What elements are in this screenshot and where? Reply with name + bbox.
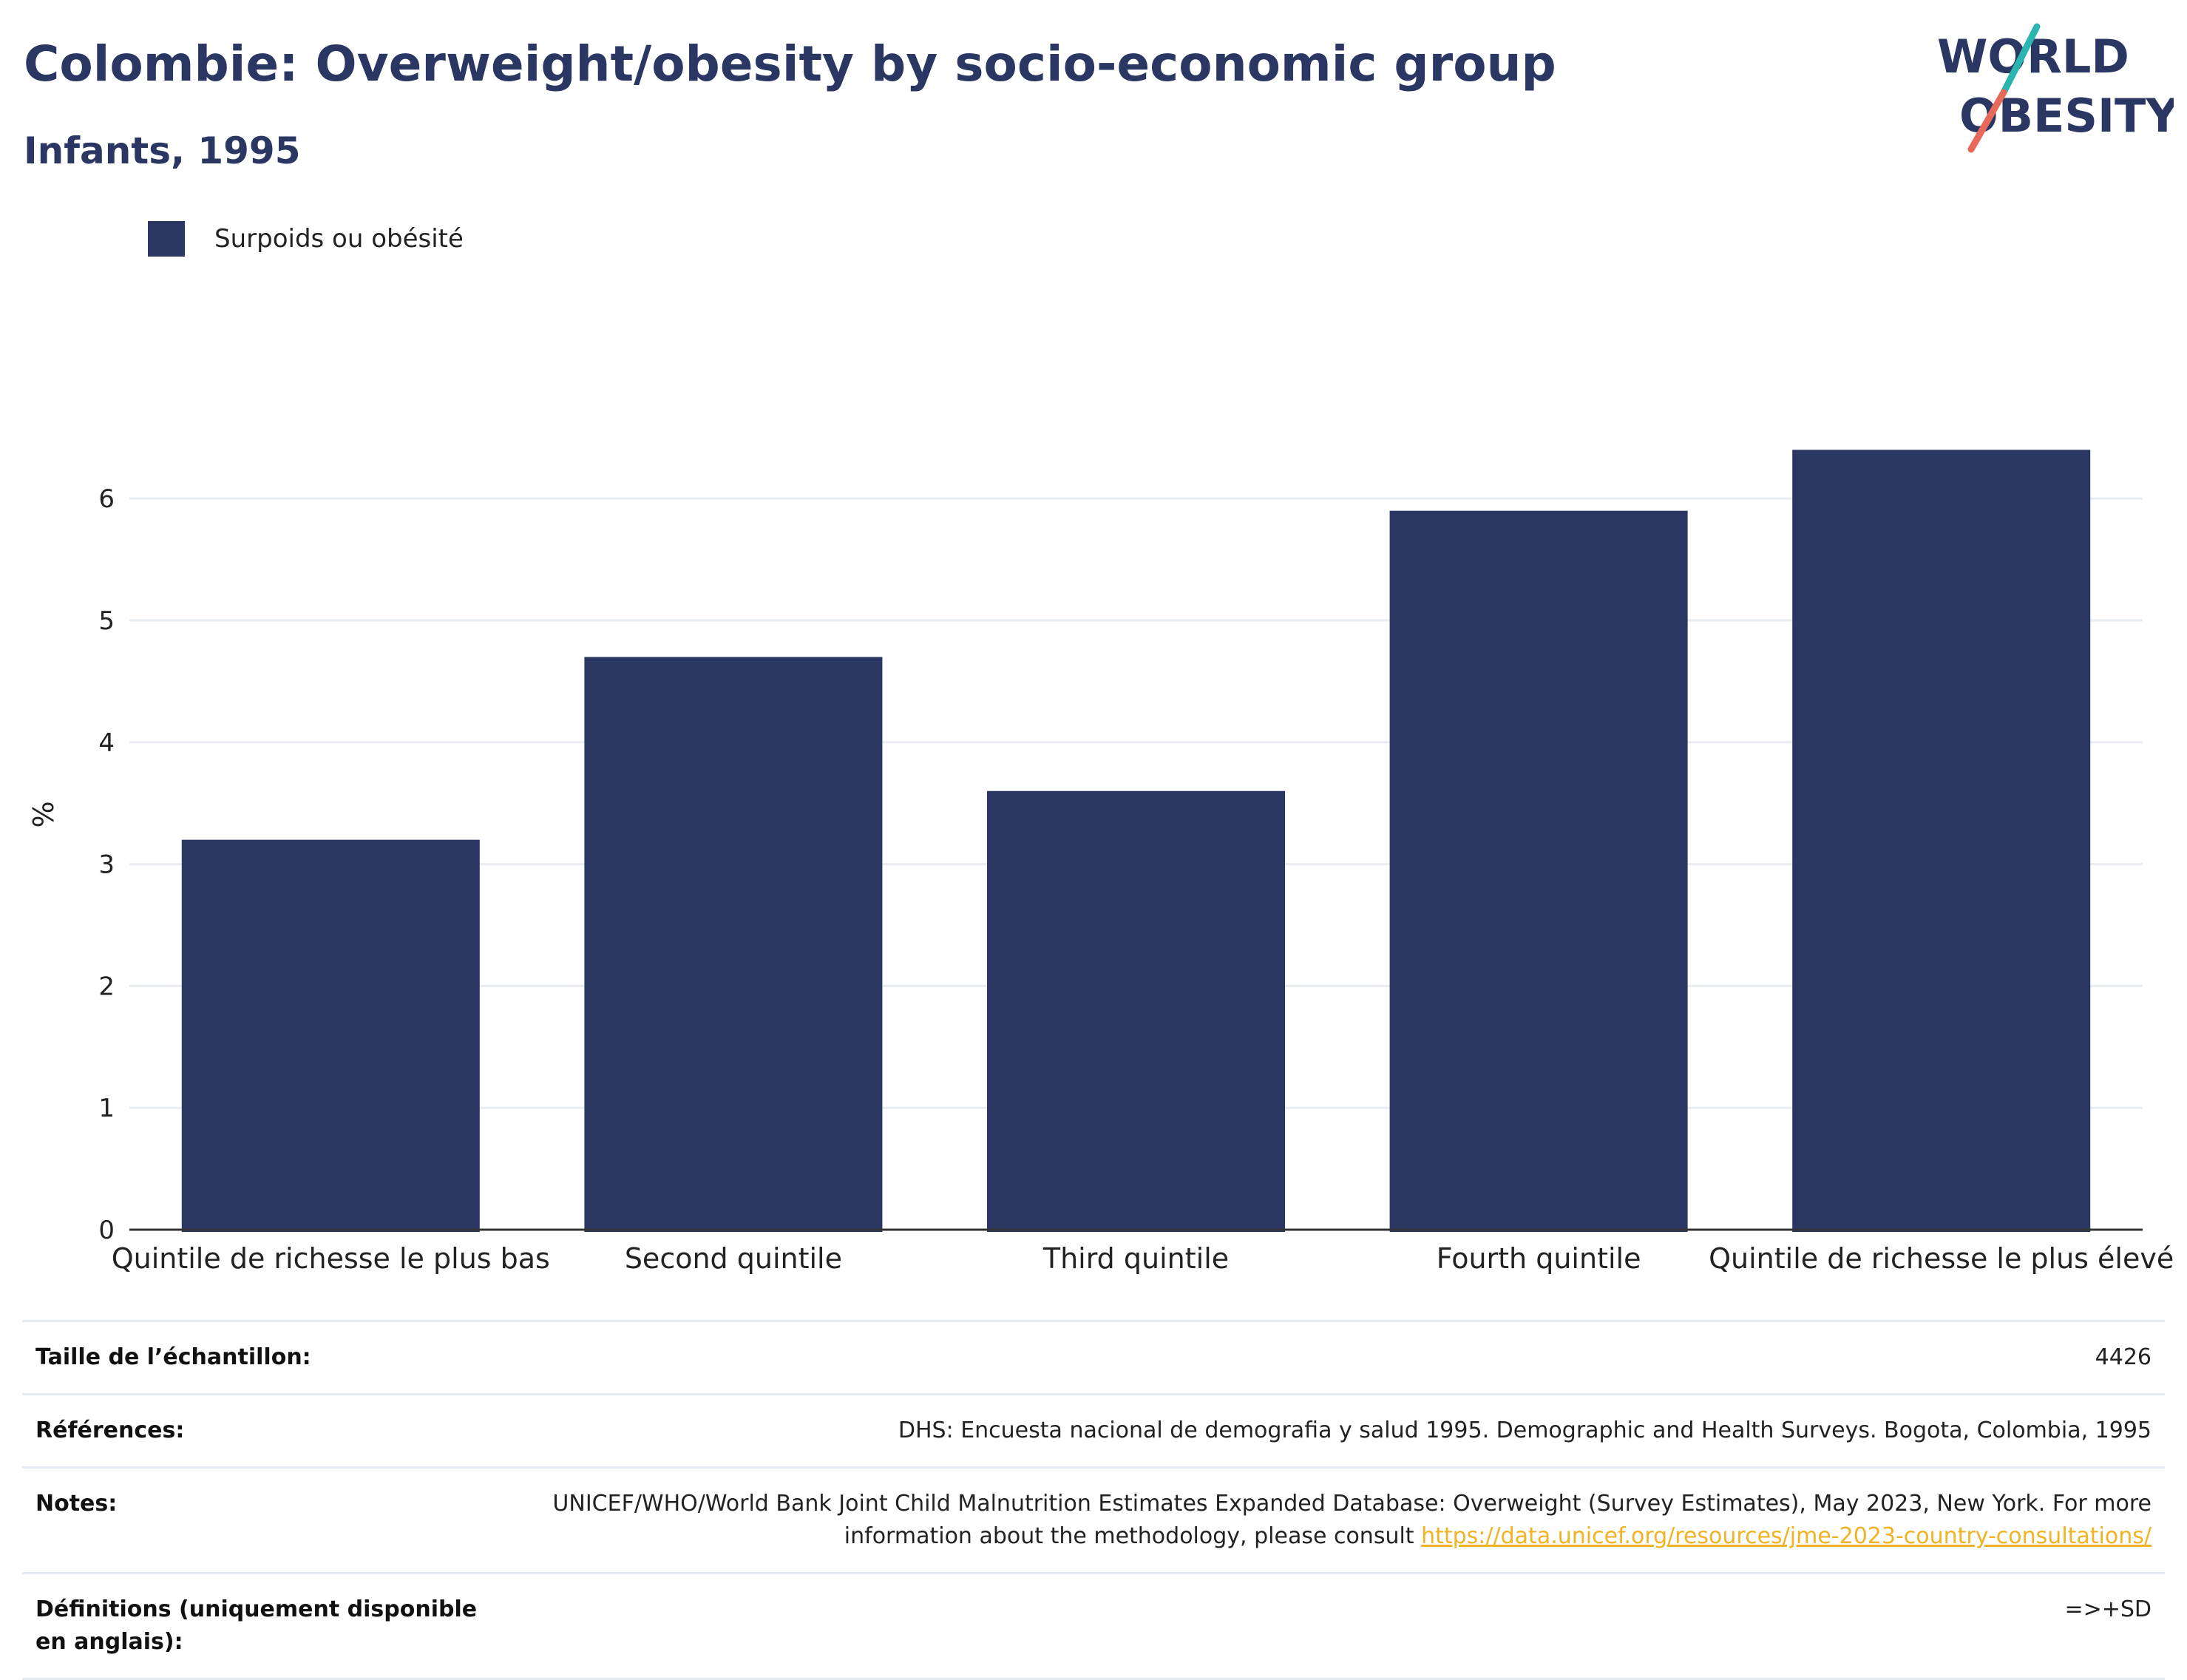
logo-line2: OBESITY <box>1959 89 2174 143</box>
info-row-references: Références: DHS: Encuesta nacional de de… <box>22 1394 2165 1468</box>
bar <box>1792 450 2091 1232</box>
definitions-value: =>+SD <box>2064 1596 2152 1622</box>
notes-value: UNICEF/WHO/World Bank Joint Child Malnut… <box>522 1468 2165 1574</box>
y-tick-label: 6 <box>98 484 115 514</box>
chart-title: Colombie: Overweight/obesity by socio-ec… <box>24 35 1556 92</box>
y-tick-label: 3 <box>98 850 115 880</box>
references-value: DHS: Encuesta nacional de demografia y s… <box>898 1418 2152 1443</box>
sample-size-label: Taille de l’échantillon: <box>35 1344 311 1370</box>
bar <box>986 790 1286 1232</box>
methodology-link[interactable]: https://data.unicef.org/resources/jme-20… <box>1421 1523 2152 1549</box>
bar <box>584 657 883 1232</box>
x-category-label: Quintile de richesse le plus élevé <box>1709 1242 2174 1275</box>
y-tick-label: 1 <box>98 1094 115 1123</box>
x-category-label: Fourth quintile <box>1437 1242 1641 1275</box>
bar <box>1389 510 1688 1232</box>
x-category-label: Third quintile <box>1042 1242 1229 1275</box>
y-tick-label: 2 <box>98 972 115 1001</box>
y-tick-label: 0 <box>98 1216 115 1245</box>
notes-label: Notes: <box>35 1491 118 1517</box>
legend-swatch <box>148 221 185 257</box>
x-category-label: Quintile de richesse le plus bas <box>112 1242 550 1275</box>
bar-chart: 0 1 2 3 4 5 6% Quintile de richesse le plus bas… <box>27 450 2174 1275</box>
info-row-notes: Notes: UNICEF/WHO/World Bank Joint Child… <box>22 1467 2165 1574</box>
references-label: Références: <box>35 1418 185 1443</box>
x-category-label: Second quintile <box>625 1242 842 1275</box>
world-obesity-logo: WORLD OBESITY <box>1937 23 2174 153</box>
definitions-label: Définitions (uniquement disponible en an… <box>35 1596 478 1655</box>
y-tick-label: 5 <box>98 606 115 636</box>
notes-text: UNICEF/WHO/World Bank Joint Child Malnut… <box>552 1491 2152 1549</box>
bar <box>181 839 480 1232</box>
y-axis-label: % <box>27 801 60 827</box>
info-row-sample-size: Taille de l’échantillon: 4426 <box>22 1321 2165 1395</box>
chart-subtitle: Infants, 1995 <box>24 129 301 172</box>
info-table: Taille de l’échantillon: 4426 Références… <box>22 1320 2165 1680</box>
legend-label: Surpoids ou obésité <box>214 224 464 254</box>
sample-size-value: 4426 <box>2095 1344 2152 1370</box>
info-row-definitions: Définitions (uniquement disponible en an… <box>22 1573 2165 1679</box>
chart-legend[interactable]: Surpoids ou obésité <box>148 220 464 257</box>
y-tick-label: 4 <box>98 728 115 758</box>
